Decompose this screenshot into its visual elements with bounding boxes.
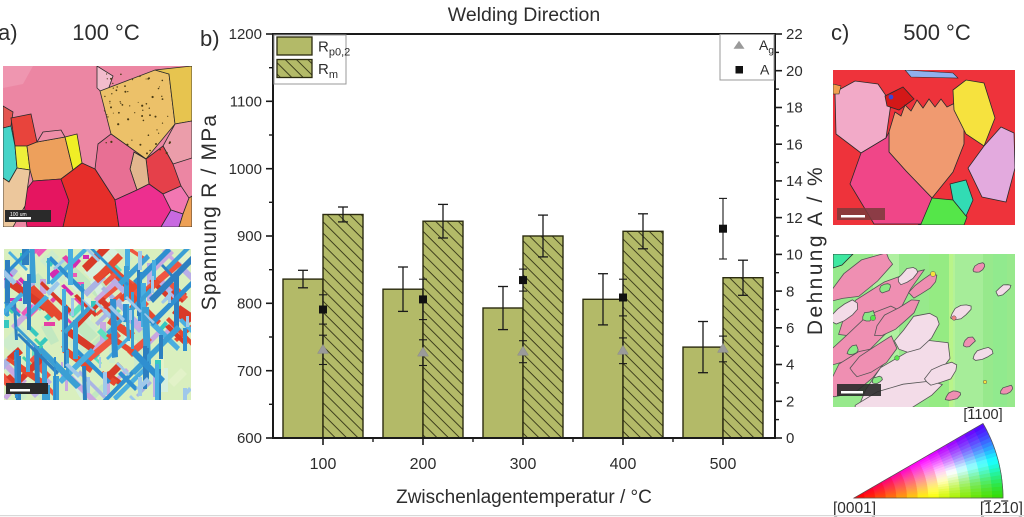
svg-text:16: 16 [786,136,803,153]
svg-text:6: 6 [786,320,794,337]
svg-text:100 °C: 100 °C [72,20,140,45]
svg-text:600: 600 [237,430,262,447]
svg-text:[1100]: [1100] [963,407,1002,423]
svg-text:[1210]: [1210] [980,500,1023,517]
svg-text:200: 200 [410,456,437,473]
svg-text:100 um: 100 um [10,212,27,218]
svg-text:Dehnung A / %: Dehnung A / % [804,165,827,335]
svg-text:900: 900 [237,228,262,245]
svg-text:12: 12 [786,210,803,227]
svg-text:c): c) [831,20,849,45]
svg-text:Spannung R / MPa: Spannung R / MPa [198,114,221,311]
svg-text:10: 10 [786,247,803,264]
svg-text:100: 100 [310,456,337,473]
svg-text:1100: 1100 [230,94,262,111]
svg-text:b): b) [200,26,220,51]
svg-text:0: 0 [786,430,794,447]
svg-text:Zwischenlagentemperatur / °C: Zwischenlagentemperatur / °C [396,487,652,508]
svg-text:a): a) [0,20,18,45]
svg-text:1000: 1000 [229,161,262,178]
svg-text:20: 20 [786,63,803,80]
svg-text:Welding Direction: Welding Direction [448,4,600,26]
svg-text:22: 22 [786,26,803,43]
svg-text:500: 500 [710,456,737,473]
svg-text:500 °C: 500 °C [903,20,971,45]
svg-text:800: 800 [237,296,262,313]
svg-text:A: A [760,62,770,78]
svg-text:[0001]: [0001] [833,500,876,517]
svg-text:1200: 1200 [229,26,262,43]
svg-text:700: 700 [237,363,262,380]
svg-text:18: 18 [786,100,803,117]
svg-text:14: 14 [786,173,803,190]
svg-text:300: 300 [510,456,537,473]
svg-text:4: 4 [786,357,794,374]
svg-text:400: 400 [610,456,637,473]
svg-text:2: 2 [786,394,794,411]
svg-text:8: 8 [786,283,794,300]
